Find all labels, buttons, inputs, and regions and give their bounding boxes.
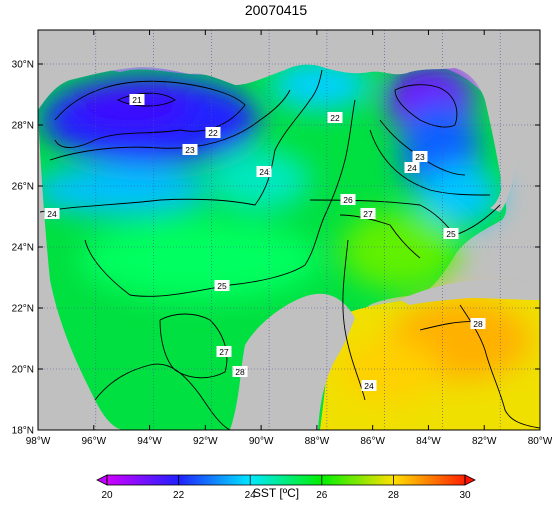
lat-tick-label: 18°N — [12, 426, 34, 437]
colorbar-gradient — [106, 474, 466, 486]
contour-label: 28 — [473, 319, 483, 329]
lon-tick-label: 90°W — [249, 436, 274, 447]
graticule — [38, 30, 540, 430]
colorbar-label: SST [ºC] — [252, 486, 300, 500]
lon-tick-label: 82°W — [472, 436, 497, 447]
contour-label: 24 — [364, 381, 374, 391]
colorbar-max-arrow — [464, 474, 476, 486]
contour-label: 22 — [208, 128, 218, 138]
lon-tick-label: 96°W — [81, 436, 106, 447]
lon-tick-label: 80°W — [528, 436, 552, 447]
colorbar-min-arrow — [96, 474, 108, 486]
lon-tick-label: 88°W — [305, 436, 330, 447]
map-title: 20070415 — [244, 2, 308, 18]
contour-label: 23 — [185, 145, 195, 155]
contour-label: 24 — [47, 209, 57, 219]
contour-label: 21 — [132, 95, 142, 105]
contour-label: 24 — [407, 163, 417, 173]
contour-label: 25 — [446, 229, 456, 239]
contour-label: 26 — [343, 195, 353, 205]
contour-label: 23 — [415, 152, 425, 162]
land-masses — [38, 30, 540, 430]
lon-tick-label: 84°W — [416, 436, 441, 447]
contour-label: 22 — [330, 113, 340, 123]
contour-label: 25 — [217, 281, 227, 291]
colorbar-tick-label: 28 — [388, 490, 400, 501]
contour-label: 24 — [259, 167, 269, 177]
contour-label: 27 — [219, 347, 229, 357]
lat-tick-label: 26°N — [12, 182, 34, 193]
plot-frame — [37, 29, 541, 431]
sea-surface-field — [38, 49, 540, 430]
lon-tick-label: 92°W — [193, 436, 218, 447]
colorbar-tick-label: 26 — [316, 490, 328, 501]
lon-tick-label: 94°W — [137, 436, 162, 447]
colorbar-tick-label: 22 — [173, 490, 185, 501]
lon-tick-label: 86°W — [360, 436, 385, 447]
longitude-axis: 98°W 96°W 94°W 92°W 90°W 88°W 86°W 84°W 82°W 80°W — [26, 30, 552, 447]
colorbar: 20 22 24 26 28 30 — [96, 474, 476, 501]
lat-tick-label: 24°N — [12, 243, 34, 254]
colorbar-tick-label: 24 — [245, 490, 257, 501]
lat-tick-label: 28°N — [12, 121, 34, 132]
colorbar-ticks: 20 22 24 26 28 30 — [101, 475, 471, 501]
lon-tick-label: 98°W — [26, 436, 51, 447]
lat-tick-label: 20°N — [12, 365, 34, 376]
latitude-axis: 30°N 28°N 26°N 24°N 22°N 20°N 18°N — [12, 60, 540, 437]
colorbar-tick-label: 30 — [459, 490, 471, 501]
lat-tick-label: 30°N — [12, 60, 34, 71]
contour-label: 27 — [363, 209, 373, 219]
lat-tick-label: 22°N — [12, 304, 34, 315]
contour-label: 28 — [235, 367, 245, 377]
colorbar-tick-label: 20 — [101, 490, 113, 501]
